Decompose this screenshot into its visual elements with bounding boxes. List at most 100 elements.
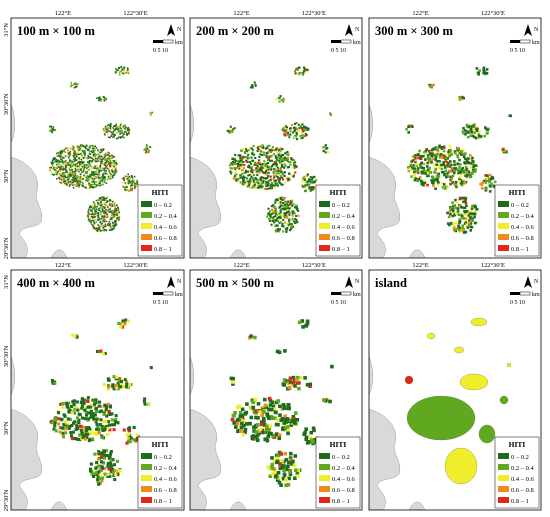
hiti-grid-cell: [304, 184, 307, 187]
hiti-grid-cell: [472, 127, 475, 131]
hiti-grid-cell: [61, 431, 65, 435]
hiti-grid-cell: [94, 400, 98, 404]
hiti-grid-cell: [291, 199, 294, 202]
hiti-grid-cell: [124, 182, 127, 184]
hiti-grid-cell: [116, 209, 118, 212]
hiti-grid-cell: [88, 219, 91, 222]
hiti-grid-cell: [268, 156, 271, 159]
hiti-grid-cell: [303, 126, 306, 129]
island-north3: [453, 346, 465, 354]
hiti-grid-cell: [306, 173, 309, 176]
hiti-grid-cell: [100, 454, 104, 458]
hiti-grid-cell: [89, 403, 93, 407]
hiti-grid-cell: [434, 187, 437, 190]
hiti-grid-cell: [273, 184, 276, 187]
hiti-grid-cell: [74, 174, 77, 176]
hiti-grid-cell: [94, 155, 97, 158]
hiti-grid-cell: [101, 160, 104, 163]
hiti-grid-cell: [271, 184, 274, 187]
hiti-grid-cell: [293, 122, 296, 125]
panel-frame: [10, 269, 185, 511]
hiti-grid-cell: [90, 180, 93, 183]
hiti-grid-cell: [69, 183, 71, 186]
hiti-grid-cell: [82, 145, 85, 147]
hiti-grid-cell: [68, 164, 71, 166]
hiti-grid-cell: [57, 417, 61, 421]
hiti-grid-cell: [103, 203, 106, 205]
hiti-grid-cell: [423, 181, 427, 185]
hiti-grid-cell: [132, 185, 135, 188]
hiti-grid-cell: [478, 130, 481, 133]
hiti-grid-cell: [57, 172, 59, 175]
hiti-grid-cell: [104, 125, 107, 128]
legend-swatch: [498, 453, 509, 459]
hiti-grid-cell: [92, 225, 94, 227]
hiti-grid-cell: [436, 149, 440, 152]
hiti-grid-cell: [116, 69, 118, 72]
hiti-grid-cell: [80, 149, 82, 151]
hiti-grid-cell: [63, 148, 66, 151]
hiti-grid-cell: [277, 202, 280, 205]
hiti-grid-cell: [83, 175, 85, 178]
hiti-grid-cell: [474, 170, 477, 173]
hiti-grid-cell: [228, 128, 231, 131]
hiti-grid-cell: [284, 206, 287, 209]
hiti-grid-cell: [284, 221, 287, 224]
hiti-grid-cell: [73, 147, 75, 149]
hiti-grid-cell: [251, 152, 254, 155]
hiti-grid-cell: [49, 125, 51, 128]
hiti-grid-cell: [472, 166, 475, 169]
hiti-grid-cell: [78, 438, 82, 442]
hiti-grid-cell: [288, 456, 293, 460]
hiti-grid-cell: [102, 169, 104, 172]
hiti-grid-cell: [88, 168, 90, 171]
hiti-grid-cell: [303, 67, 306, 70]
hiti-grid-cell: [81, 162, 84, 164]
hiti-grid-cell: [111, 175, 114, 178]
hiti-grid-cell: [442, 163, 445, 167]
hiti-grid-cell: [285, 126, 288, 129]
hiti-grid-cell: [241, 158, 244, 161]
hiti-grid-cell: [286, 166, 289, 169]
hiti-grid-cell: [250, 166, 253, 169]
hiti-grid-cell: [87, 426, 91, 430]
hiti-grid-cell: [97, 219, 99, 221]
hiti-grid-cell: [145, 150, 147, 152]
hiti-grid-cell: [429, 83, 433, 87]
hiti-grid-cell: [72, 181, 74, 183]
hiti-grid-cell: [72, 165, 75, 167]
hiti-grid-cell: [83, 154, 86, 156]
legend-label: 0.4 – 0.6: [511, 476, 535, 483]
hiti-grid-cell: [267, 396, 272, 401]
hiti-grid-cell: [64, 155, 67, 158]
hiti-grid-cell: [120, 383, 124, 387]
hiti-grid-cell: [240, 166, 243, 169]
hiti-grid-cell: [259, 168, 262, 171]
hiti-grid-cell: [297, 71, 300, 74]
hiti-grid-cell: [269, 407, 274, 412]
island-taohua: [478, 424, 496, 444]
hiti-grid-cell: [453, 167, 456, 170]
hiti-grid-cell: [508, 114, 512, 117]
hiti-grid-cell: [286, 381, 291, 385]
hiti-grid-cell: [114, 225, 116, 227]
hiti-grid-cell: [260, 413, 264, 418]
hiti-grid-cell: [88, 176, 90, 178]
hiti-grid-cell: [113, 172, 116, 174]
hiti-grid-cell: [63, 175, 66, 177]
hiti-grid-cell: [273, 153, 276, 156]
hiti-grid-cell: [77, 146, 79, 149]
hiti-grid-cell: [89, 221, 92, 224]
hiti-grid-cell: [447, 161, 450, 165]
hiti-grid-cell: [75, 83, 77, 85]
hiti-grid-cell: [418, 149, 421, 153]
hiti-grid-cell: [419, 154, 423, 158]
hiti-grid-cell: [62, 165, 65, 168]
hiti-grid-cell: [453, 182, 456, 186]
hiti-grid-cell: [60, 175, 63, 178]
hiti-grid-cell: [106, 432, 110, 436]
hiti-grid-cell: [62, 161, 64, 164]
hiti-grid-cell: [469, 128, 473, 131]
hiti-grid-cell: [115, 137, 118, 140]
